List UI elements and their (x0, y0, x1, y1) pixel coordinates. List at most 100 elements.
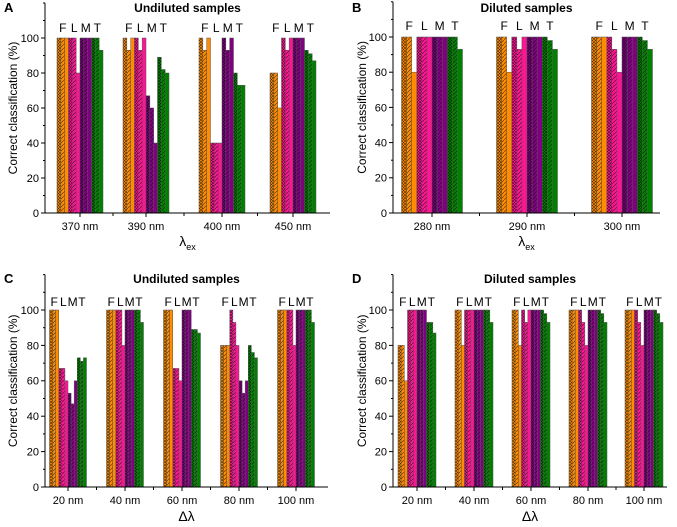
panel-letter: D (352, 271, 361, 286)
bar-f-450nm-2 (273, 72, 278, 214)
bar-t-60nm-3 (546, 322, 551, 488)
bar-t-390nm-3 (164, 72, 170, 214)
bar-f-20nm-2 (52, 309, 56, 488)
bar-l-20nm-2 (61, 368, 66, 488)
y-tick-label: 80 (375, 67, 387, 79)
series-letter-m: M (223, 21, 233, 35)
series-letter-f: F (626, 295, 633, 309)
bar-f-450nm-3 (277, 107, 282, 214)
bar-f-100nm-1 (277, 309, 281, 488)
bar-m-80nm-2 (590, 309, 595, 488)
bar-m-450nm-1 (292, 37, 298, 214)
bar-l-400nm-2 (214, 142, 219, 214)
series-letter-m: M (125, 295, 135, 309)
bar-t-100nm-2 (656, 313, 661, 488)
x-tick-label: 60 nm (516, 495, 547, 507)
panel-letter: B (352, 0, 361, 15)
bar-l-80nm-1 (578, 309, 582, 488)
bar-m-80nm-2 (241, 392, 246, 488)
bar-l-370nm-1 (68, 37, 73, 214)
bar-m-300nm-2 (626, 36, 633, 214)
series-letter-t: T (428, 295, 436, 309)
y-axis-label: Correct classification (%) (6, 314, 20, 447)
bar-f-40nm-3 (461, 345, 465, 488)
bar-t-80nm-3 (254, 357, 258, 488)
series-letter-m: M (625, 19, 635, 33)
y-tick-label: 60 (27, 376, 39, 388)
bar-f-60nm-3 (518, 345, 522, 488)
x-tick-label: 450 nm (275, 221, 312, 233)
bar-l-80nm-3 (235, 345, 240, 488)
bar-m-290nm-1 (526, 36, 533, 214)
series-letter-l: L (117, 295, 124, 309)
bar-m-290nm-2 (531, 36, 538, 214)
series-letter-l: L (288, 295, 295, 309)
chart-title: Undiluted samples (134, 1, 241, 15)
bar-f-40nm-2 (457, 309, 462, 488)
bar-l-300nm-1 (606, 36, 613, 214)
bar-l-400nm-1 (210, 142, 215, 214)
bar-f-60nm-2 (166, 309, 170, 488)
series-letter-l: L (231, 295, 238, 309)
y-tick-label: 20 (27, 446, 39, 458)
series-letter-m: M (294, 21, 304, 35)
bar-m-60nm-2 (184, 309, 189, 488)
bar-l-80nm-2 (581, 322, 586, 488)
x-axis-label-main: Δλ (522, 508, 538, 524)
series-letter-f: F (59, 21, 66, 35)
y-tick-label: 40 (27, 411, 39, 423)
series-letter-f: F (595, 19, 602, 33)
bar-f-390nm-3 (130, 37, 135, 214)
y-tick-label: 80 (375, 340, 387, 352)
bar-m-60nm-1 (181, 309, 186, 488)
bar-t-400nm-2 (237, 85, 242, 214)
bar-l-390nm-1 (134, 37, 139, 214)
bar-m-80nm-1 (587, 309, 592, 488)
bar-l-400nm-3 (217, 142, 223, 214)
bar-l-390nm-2 (138, 50, 143, 214)
chart-title: Diluted samples (484, 272, 576, 286)
series-letter-t: T (306, 295, 314, 309)
bar-m-280nm-1 (431, 36, 438, 214)
bar-m-400nm-2 (225, 50, 230, 214)
series-letter-f: F (513, 295, 520, 309)
series-letter-t: T (160, 21, 168, 35)
bar-m-40nm-3 (480, 309, 484, 488)
bar-f-290nm-3 (506, 71, 512, 214)
bar-l-280nm-3 (426, 36, 433, 214)
y-tick-label: 0 (33, 482, 39, 494)
panel-a: A Undiluted samples Correct classification… (4, 0, 330, 252)
bar-f-370nm-1 (56, 37, 62, 214)
bar-f-290nm-1 (496, 36, 502, 214)
series-letter-l: L (71, 21, 78, 35)
bar-f-370nm-2 (60, 37, 65, 214)
bar-f-40nm-1 (106, 309, 110, 488)
series-letter-f: F (272, 21, 279, 35)
x-tick-label: 290 nm (509, 221, 546, 233)
series-letter-l: L (466, 295, 473, 309)
bar-t-60nm-3 (197, 332, 201, 488)
series-letter-t: T (542, 295, 550, 309)
bar-l-40nm-2 (118, 309, 123, 488)
bar-f-40nm-1 (454, 309, 459, 488)
series-letter-l: L (137, 21, 144, 35)
bar-f-80nm-2 (571, 309, 576, 488)
bar-t-80nm-2 (251, 352, 255, 488)
bar-f-280nm-1 (401, 36, 407, 214)
bar-l-60nm-2 (175, 368, 180, 488)
bar-t-370nm-1 (91, 37, 96, 214)
bar-l-450nm-2 (285, 50, 290, 214)
series-letter-f: F (399, 295, 406, 309)
bar-t-40nm-2 (137, 309, 141, 488)
bar-f-60nm-1 (163, 309, 167, 488)
series-letter-t: T (655, 295, 663, 309)
bar-t-40nm-3 (140, 322, 144, 488)
bar-t-20nm-2 (429, 322, 434, 488)
y-tick-label: 40 (375, 411, 387, 423)
bar-l-100nm-1 (634, 309, 638, 488)
bar-l-80nm-2 (232, 322, 237, 488)
panel-d: D Diluted samples Correct classification (… (352, 271, 667, 524)
series-letter-t: T (249, 295, 257, 309)
y-tick-label: 0 (381, 208, 387, 220)
bar-m-100nm-2 (646, 309, 651, 488)
